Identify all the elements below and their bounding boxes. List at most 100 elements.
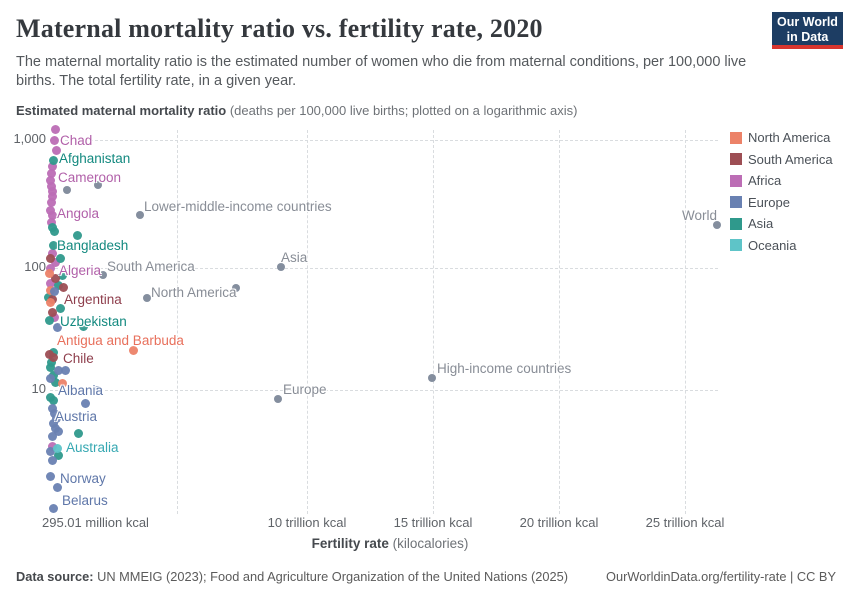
- data-point-north_america[interactable]: [45, 297, 55, 307]
- data-point-south_america[interactable]: [50, 273, 60, 283]
- data-point-europe[interactable]: [47, 431, 57, 441]
- data-point-africa[interactable]: [49, 135, 59, 145]
- legend-item-oceania[interactable]: Oceania: [730, 238, 833, 253]
- point-label-chile[interactable]: Chile: [63, 351, 94, 366]
- data-point-asia[interactable]: [46, 357, 56, 367]
- data-point-europe[interactable]: [53, 426, 63, 436]
- data-point-south_america[interactable]: [45, 253, 55, 263]
- data-point-africa[interactable]: [45, 205, 55, 215]
- data-point-aggregate[interactable]: [63, 186, 71, 194]
- data-point-africa[interactable]: [50, 124, 60, 134]
- data-point-asia[interactable]: [48, 155, 58, 165]
- data-point-europe[interactable]: [60, 365, 70, 375]
- data-point-europe[interactable]: [45, 471, 55, 481]
- data-point-africa[interactable]: [46, 181, 56, 191]
- data-point-asia[interactable]: [48, 240, 58, 250]
- point-label-uzbekistan[interactable]: Uzbekistan: [60, 314, 127, 329]
- data-point-asia[interactable]: [55, 253, 65, 263]
- data-point-africa[interactable]: [47, 186, 57, 196]
- data-point-aggregate[interactable]: [136, 211, 144, 219]
- point-label-angola[interactable]: Angola: [57, 206, 100, 221]
- point-label-south-america[interactable]: South America: [107, 259, 195, 274]
- data-point-aggregate[interactable]: [143, 294, 151, 302]
- data-point-asia[interactable]: [73, 428, 83, 438]
- data-point-africa[interactable]: [45, 263, 55, 273]
- data-point-south_america[interactable]: [48, 352, 58, 362]
- data-point-north_america[interactable]: [57, 378, 67, 388]
- owid-link[interactable]: OurWorldinData.org/fertility-rate | CC B…: [606, 569, 836, 584]
- data-point-asia[interactable]: [50, 377, 60, 387]
- data-point-europe[interactable]: [52, 482, 62, 492]
- data-point-europe[interactable]: [45, 373, 55, 383]
- data-point-europe[interactable]: [52, 322, 62, 332]
- data-point-africa[interactable]: [47, 210, 57, 220]
- data-point-europe[interactable]: [48, 503, 58, 513]
- data-point-asia[interactable]: [57, 270, 67, 280]
- data-point-aggregate[interactable]: [274, 395, 282, 403]
- legend-item-europe[interactable]: Europe: [730, 195, 833, 210]
- data-point-asia[interactable]: [48, 395, 58, 405]
- point-label-lower-middle-income-countries[interactable]: Lower-middle-income countries: [144, 199, 332, 214]
- data-point-aggregate[interactable]: [232, 284, 240, 292]
- point-label-belarus[interactable]: Belarus: [62, 493, 108, 508]
- data-point-aggregate[interactable]: [277, 263, 285, 271]
- point-label-antigua-and-barbuda[interactable]: Antigua and Barbuda: [57, 333, 184, 348]
- point-label-argentina[interactable]: Argentina: [64, 292, 122, 307]
- data-point-asia[interactable]: [53, 450, 63, 460]
- data-point-africa[interactable]: [46, 197, 56, 207]
- data-point-europe[interactable]: [47, 403, 57, 413]
- data-point-north_america[interactable]: [44, 268, 54, 278]
- point-label-chad[interactable]: Chad: [60, 133, 93, 148]
- point-label-algeria[interactable]: Algeria: [59, 263, 102, 278]
- data-point-aggregate[interactable]: [99, 271, 107, 279]
- legend-item-north_america[interactable]: North America: [730, 130, 833, 145]
- data-point-africa[interactable]: [47, 248, 57, 258]
- data-point-europe[interactable]: [51, 413, 61, 423]
- legend-item-asia[interactable]: Asia: [730, 216, 833, 231]
- data-point-south_america[interactable]: [47, 307, 57, 317]
- data-point-africa[interactable]: [47, 191, 57, 201]
- point-label-north-america[interactable]: North America: [151, 285, 237, 300]
- data-point-asia[interactable]: [49, 226, 59, 236]
- data-point-africa[interactable]: [45, 175, 55, 185]
- point-label-world[interactable]: World: [682, 208, 718, 223]
- data-point-asia[interactable]: [53, 280, 63, 290]
- point-label-australia[interactable]: Australia: [66, 440, 119, 455]
- point-label-bangladesh[interactable]: Bangladesh: [57, 238, 129, 253]
- legend-item-south_america[interactable]: South America: [730, 152, 833, 167]
- data-point-europe[interactable]: [45, 446, 55, 456]
- data-point-oceania[interactable]: [52, 443, 62, 453]
- data-point-aggregate[interactable]: [428, 374, 436, 382]
- data-point-asia[interactable]: [78, 321, 88, 331]
- data-point-europe[interactable]: [49, 286, 59, 296]
- point-label-europe[interactable]: Europe: [283, 382, 327, 397]
- owid-logo[interactable]: Our World in Data: [772, 12, 843, 49]
- data-point-europe[interactable]: [53, 365, 63, 375]
- legend-item-africa[interactable]: Africa: [730, 173, 833, 188]
- data-point-africa[interactable]: [49, 312, 59, 322]
- data-point-europe[interactable]: [48, 418, 58, 428]
- data-point-africa[interactable]: [47, 161, 57, 171]
- data-point-africa[interactable]: [46, 168, 56, 178]
- data-point-europe[interactable]: [47, 455, 57, 465]
- data-point-asia[interactable]: [55, 303, 65, 313]
- data-point-europe[interactable]: [49, 408, 59, 418]
- point-label-albania[interactable]: Albania: [58, 383, 104, 398]
- data-point-africa[interactable]: [45, 278, 55, 288]
- data-point-asia[interactable]: [72, 230, 82, 240]
- point-label-austria[interactable]: Austria: [55, 409, 98, 424]
- point-label-cameroon[interactable]: Cameroon: [58, 170, 122, 185]
- data-point-africa[interactable]: [46, 217, 56, 227]
- data-point-africa[interactable]: [50, 257, 60, 267]
- point-label-norway[interactable]: Norway: [60, 471, 106, 486]
- data-point-north_america[interactable]: [128, 345, 138, 355]
- point-label-high-income-countries[interactable]: High-income countries: [437, 361, 572, 376]
- point-label-afghanistan[interactable]: Afghanistan: [59, 151, 131, 166]
- point-label-asia[interactable]: Asia: [281, 250, 308, 265]
- data-point-europe[interactable]: [92, 385, 102, 395]
- data-point-south_america[interactable]: [58, 282, 68, 292]
- data-point-africa[interactable]: [47, 441, 57, 451]
- data-point-africa[interactable]: [51, 145, 61, 155]
- data-point-aggregate[interactable]: [713, 221, 721, 229]
- data-point-europe[interactable]: [80, 398, 90, 408]
